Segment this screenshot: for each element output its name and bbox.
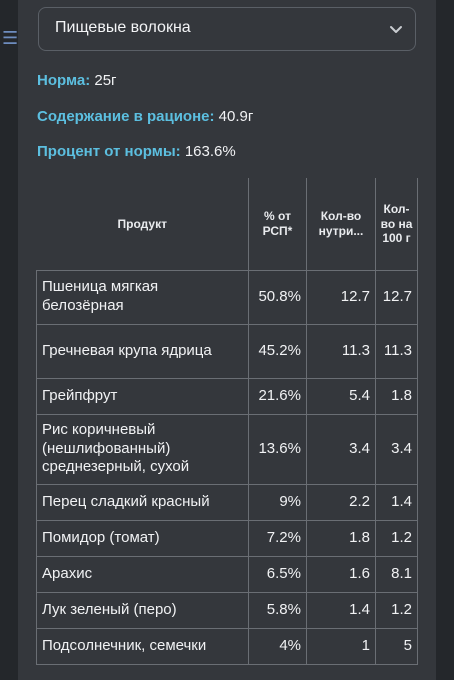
left-edge-strip: ☰ — [0, 0, 18, 680]
cell-product: Перец сладкий красный — [36, 483, 249, 521]
cell-amount: 3.4 — [306, 413, 376, 485]
content-row: Содержание в рационе: 40.9г — [37, 108, 253, 125]
cell-product: Лук зеленый (перо) — [36, 591, 249, 629]
table-header-row: Продукт % от РСП* Кол-во нутри... Кол-во… — [36, 178, 418, 270]
cell-rsp: 6.5% — [248, 555, 307, 593]
cell-amount: 1 — [306, 627, 376, 665]
header-amount[interactable]: Кол-во нутри... — [306, 178, 376, 270]
header-product[interactable]: Продукт — [36, 178, 249, 270]
cell-per100: 1.8 — [375, 377, 418, 415]
norm-row: Норма: 25г — [37, 72, 117, 89]
percent-row: Процент от нормы: 163.6% — [37, 143, 236, 160]
table-row: Перец сладкий красный 9% 2.2 1.4 — [36, 483, 418, 521]
nutrient-panel: Пищевые волокна Норма: 25г Содержание в … — [18, 0, 436, 680]
norm-label: Норма: — [37, 72, 91, 89]
table-row: Помидор (томат) 7.2% 1.8 1.2 — [36, 519, 418, 557]
cell-rsp: 45.2% — [248, 323, 307, 379]
nutrient-select[interactable]: Пищевые волокна — [38, 7, 416, 51]
table-row: Рис коричневый (нешлифованный) среднезер… — [36, 413, 418, 485]
percent-value: 163.6% — [184, 143, 236, 160]
cell-amount: 12.7 — [306, 269, 376, 325]
cell-per100: 5 — [375, 627, 418, 665]
header-rsp[interactable]: % от РСП* — [248, 178, 307, 270]
cell-product: Рис коричневый (нешлифованный) среднезер… — [36, 413, 249, 485]
cell-per100: 1.4 — [375, 483, 418, 521]
cell-rsp: 50.8% — [248, 269, 307, 325]
table-row: Подсолнечник, семечки 4% 1 5 — [36, 627, 418, 665]
cell-rsp: 5.8% — [248, 591, 307, 629]
cell-rsp: 9% — [248, 483, 307, 521]
table-row: Лук зеленый (перо) 5.8% 1.4 1.2 — [36, 591, 418, 629]
right-edge-strip — [436, 0, 454, 680]
cell-rsp: 21.6% — [248, 377, 307, 415]
cell-product: Помидор (томат) — [36, 519, 249, 557]
cell-product: Грейпфрут — [36, 377, 249, 415]
cell-amount: 1.4 — [306, 591, 376, 629]
chevron-down-icon — [390, 26, 402, 33]
cell-per100: 11.3 — [375, 323, 418, 379]
cell-per100: 1.2 — [375, 591, 418, 629]
table-row: Гречневая крупа ядрица 45.2% 11.3 11.3 — [36, 323, 418, 379]
cell-rsp: 4% — [248, 627, 307, 665]
cell-amount: 11.3 — [306, 323, 376, 379]
cell-rsp: 7.2% — [248, 519, 307, 557]
cell-per100: 1.2 — [375, 519, 418, 557]
cell-amount: 1.8 — [306, 519, 376, 557]
table-row: Грейпфрут 21.6% 5.4 1.8 — [36, 377, 418, 415]
cell-product: Арахис — [36, 555, 249, 593]
cell-amount: 2.2 — [306, 483, 376, 521]
cell-per100: 12.7 — [375, 269, 418, 325]
content-label: Содержание в рационе: — [37, 108, 215, 125]
norm-value: 25г — [94, 72, 117, 89]
cell-product: Подсолнечник, семечки — [36, 627, 249, 665]
table-row: Арахис 6.5% 1.6 8.1 — [36, 555, 418, 593]
cell-product: Гречневая крупа ядрица — [36, 323, 249, 379]
cell-rsp: 13.6% — [248, 413, 307, 485]
header-per100[interactable]: Кол-во на 100 г — [375, 178, 418, 270]
cell-amount: 5.4 — [306, 377, 376, 415]
cell-per100: 8.1 — [375, 555, 418, 593]
cell-amount: 1.6 — [306, 555, 376, 593]
content-value: 40.9г — [218, 108, 254, 125]
percent-label: Процент от нормы: — [37, 143, 181, 160]
nutrient-select-value: Пищевые волокна — [55, 19, 191, 36]
cell-product: Пшеница мягкая белозёрная — [36, 269, 249, 325]
table-row: Пшеница мягкая белозёрная 50.8% 12.7 12.7 — [36, 269, 418, 325]
cell-per100: 3.4 — [375, 413, 418, 485]
products-table: Продукт % от РСП* Кол-во нутри... Кол-во… — [36, 178, 418, 665]
menu-icon[interactable]: ☰ — [2, 28, 19, 49]
